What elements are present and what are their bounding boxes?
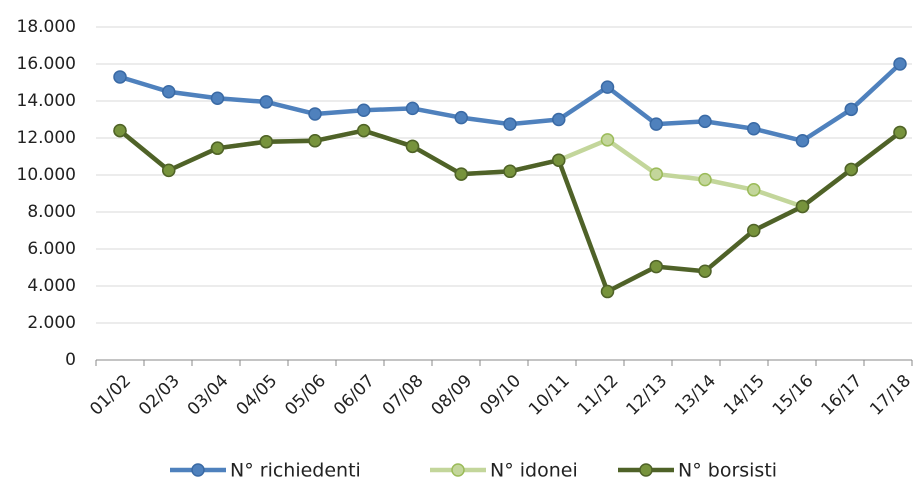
x-tick-label: 12/13	[623, 371, 672, 420]
point	[503, 164, 517, 179]
x-tick-label: 08/09	[428, 371, 477, 420]
point	[210, 91, 225, 105]
x-tick-label: 09/10	[476, 371, 525, 420]
x-tick-label: 01/02	[86, 371, 135, 420]
x-tick-label: 14/15	[720, 371, 769, 420]
x-tick-label: 13/14	[671, 371, 720, 420]
x-tick-label: 16/17	[818, 371, 867, 420]
series-line	[118, 128, 902, 294]
y-tick-label: 18.000	[17, 17, 76, 37]
point	[454, 167, 468, 181]
point	[162, 163, 176, 178]
point	[698, 172, 712, 187]
point	[357, 103, 371, 117]
point	[698, 264, 712, 278]
point	[649, 259, 663, 274]
point	[600, 284, 615, 299]
x-tick-label: 07/08	[379, 371, 428, 420]
point	[503, 117, 517, 131]
legend-label: N° richiedenti	[230, 460, 361, 482]
point	[795, 134, 810, 148]
x-tick-label: 15/16	[769, 371, 818, 420]
x-tick-label: 03/04	[184, 371, 233, 420]
point	[308, 107, 322, 121]
point	[747, 122, 761, 136]
point	[308, 134, 322, 148]
x-tick-label: 02/03	[135, 371, 184, 420]
point	[552, 112, 566, 127]
x-tick-label: 10/11	[525, 371, 574, 420]
point	[113, 123, 127, 138]
point	[357, 123, 371, 138]
x-tick-label: 17/18	[866, 371, 915, 420]
x-tick-label: 05/06	[281, 371, 330, 420]
point	[552, 153, 566, 167]
x-tick-label: 11/12	[574, 371, 623, 420]
point	[844, 162, 858, 177]
point	[649, 117, 663, 131]
y-tick-label: 2.000	[27, 313, 76, 333]
legend-label: N° borsisti	[678, 460, 777, 482]
point	[844, 102, 858, 117]
y-tick-label: 6.000	[27, 239, 76, 259]
point	[600, 133, 615, 147]
point	[747, 183, 761, 197]
y-tick-label: 4.000	[27, 276, 76, 296]
point	[600, 80, 615, 94]
point	[893, 57, 907, 71]
y-tick-label: 0	[65, 350, 76, 370]
legend-marker	[639, 463, 653, 477]
y-tick-label: 14.000	[17, 91, 76, 111]
legend-marker	[451, 463, 465, 477]
y-tick-label: 16.000	[17, 54, 76, 74]
y-tick-label: 10.000	[17, 165, 76, 185]
legend-marker	[191, 463, 205, 477]
point	[405, 101, 420, 116]
x-tick-label: 06/07	[330, 371, 379, 420]
point	[113, 70, 127, 84]
point	[747, 223, 761, 238]
point	[405, 139, 420, 154]
point	[698, 114, 712, 129]
point	[259, 95, 273, 109]
point	[795, 199, 810, 214]
point	[893, 125, 907, 140]
legend-label: N° idonei	[490, 460, 578, 482]
point	[210, 141, 225, 155]
point	[454, 110, 468, 125]
point	[162, 85, 176, 99]
point	[259, 134, 273, 149]
y-tick-label: 12.000	[17, 128, 76, 148]
point	[649, 167, 663, 181]
x-tick-label: 04/05	[233, 371, 282, 420]
y-tick-label: 8.000	[27, 202, 76, 222]
